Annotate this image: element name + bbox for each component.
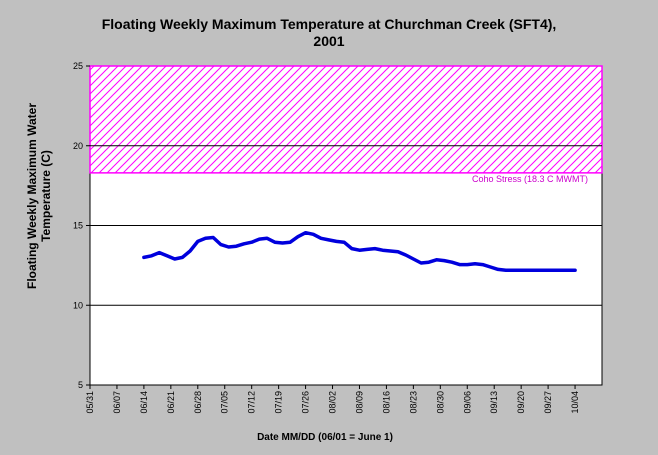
y-axis-label-line1: Floating Weekly Maximum Water — [25, 103, 39, 289]
x-tick-label: 08/23 — [408, 391, 418, 414]
y-axis-label-line2: Temperature (C) — [39, 150, 53, 242]
x-tick-label: 09/20 — [516, 391, 526, 414]
x-tick-label: 08/09 — [354, 391, 364, 414]
chart-title-line1: Floating Weekly Maximum Temperature at C… — [102, 16, 557, 32]
chart-title-line2: 2001 — [313, 33, 344, 49]
y-tick-label: 25 — [73, 61, 83, 71]
x-tick-label: 06/07 — [112, 391, 122, 414]
y-tick-label: 20 — [73, 141, 83, 151]
x-axis-label: Date MM/DD (06/01 = June 1) — [257, 432, 393, 443]
x-tick-label: 08/02 — [328, 391, 338, 414]
x-tick-label: 07/19 — [274, 391, 284, 414]
x-tick-label: 07/26 — [301, 391, 311, 414]
coho-stress-label: Coho Stress (18.3 C MWMT) — [472, 174, 588, 184]
x-tick-label: 06/28 — [193, 391, 203, 414]
series-line-0 — [142, 230, 577, 272]
x-tick-label: 08/16 — [381, 391, 391, 414]
x-tick-label: 06/14 — [139, 391, 149, 414]
x-tick-label: 07/12 — [247, 391, 257, 414]
y-tick-label: 10 — [73, 300, 83, 310]
x-tick-label: 06/21 — [166, 391, 176, 414]
x-tick-label: 05/31 — [85, 391, 95, 414]
y-tick-label: 15 — [73, 221, 83, 231]
x-tick-label: 09/13 — [489, 391, 499, 414]
x-tick-label: 07/05 — [220, 391, 230, 414]
x-tick-label: 08/30 — [435, 391, 445, 414]
coho-stress-band — [89, 65, 603, 174]
x-tick-label: 09/27 — [543, 391, 553, 414]
x-tick-label: 10/04 — [570, 391, 580, 414]
x-tick-label: 09/06 — [462, 391, 472, 414]
y-tick-label: 5 — [78, 380, 83, 390]
